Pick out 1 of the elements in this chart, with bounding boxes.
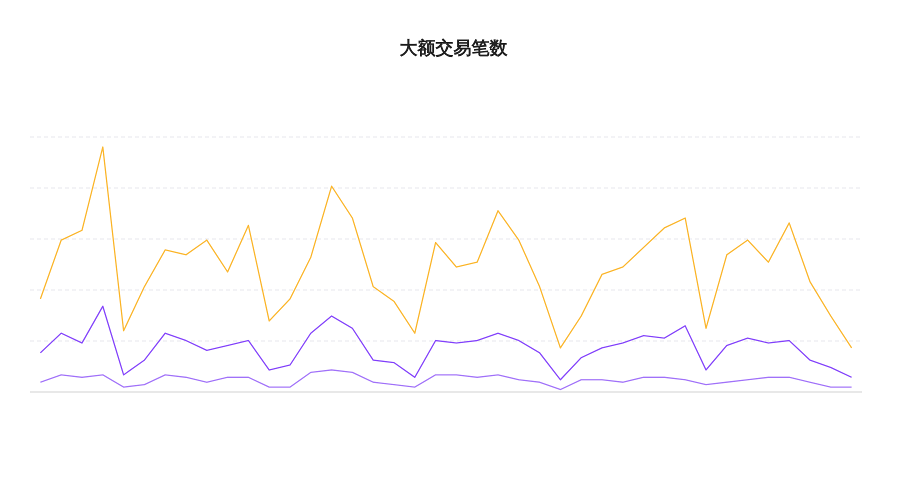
chart-title: 大额交易笔数 (398, 38, 508, 59)
